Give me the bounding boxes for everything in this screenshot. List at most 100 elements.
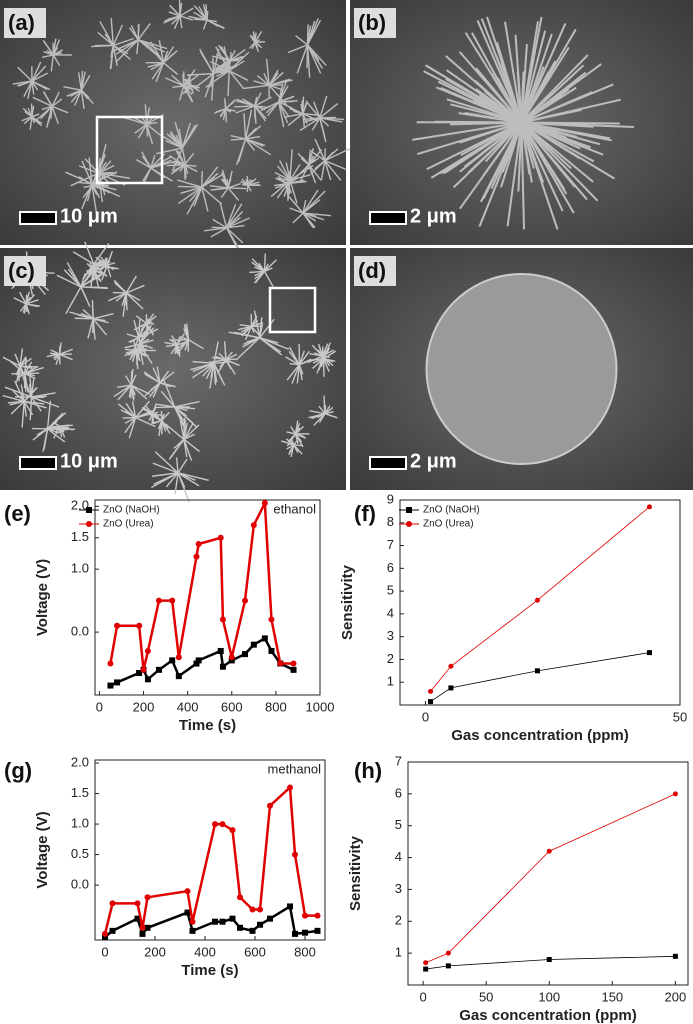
crystal [51, 105, 69, 114]
crystal [24, 358, 28, 374]
crystal [177, 185, 202, 188]
crystal [476, 20, 523, 123]
crystal [225, 108, 231, 113]
crystal [141, 151, 152, 169]
crystal [98, 172, 110, 184]
crystal [210, 227, 227, 238]
crystal [152, 462, 179, 474]
crystal [181, 124, 196, 149]
data-point [228, 654, 235, 661]
data-point [184, 888, 191, 895]
panel-label: (d) [358, 258, 386, 283]
data-point [287, 903, 293, 910]
crystal [130, 384, 151, 395]
crystal [82, 309, 94, 320]
crystal [95, 264, 108, 272]
crystal [520, 64, 585, 124]
crystal [152, 382, 161, 398]
crystal [184, 339, 190, 351]
x-tick-label: 800 [265, 699, 287, 714]
data-point [175, 673, 182, 680]
crystal [152, 411, 159, 415]
crystal [317, 349, 323, 357]
crystal [153, 472, 179, 485]
crystal [299, 358, 312, 366]
crystal [190, 84, 200, 92]
crystal [144, 104, 148, 125]
crystal [220, 178, 229, 189]
crystal [213, 362, 224, 382]
crystal [154, 451, 179, 474]
x-tick-label: 600 [244, 944, 266, 959]
crystal [235, 105, 255, 114]
crystal [302, 112, 321, 116]
crystal [137, 23, 151, 41]
label-box [354, 256, 396, 286]
crystal [106, 264, 112, 278]
crystal [81, 160, 93, 185]
crystal [298, 350, 310, 366]
crystal [183, 164, 187, 179]
crystal [201, 166, 219, 188]
crystal [177, 339, 189, 353]
legend-label: ZnO (Urea) [423, 519, 474, 530]
data-point [672, 791, 678, 797]
crystal [275, 177, 291, 181]
crystal [293, 444, 304, 447]
crystal [289, 149, 293, 181]
crystal [302, 212, 317, 217]
data-point [314, 912, 321, 919]
crystal [87, 318, 94, 339]
crystal [183, 74, 199, 87]
crystal [190, 362, 215, 371]
crystal [24, 372, 35, 377]
crystal [490, 72, 523, 124]
crystal [226, 224, 245, 229]
crystal [174, 406, 188, 412]
x-tick-label: 200 [665, 989, 687, 1004]
y-axis-label: Sensitivity [339, 564, 356, 640]
panel-label: (e) [4, 501, 31, 526]
crystal [179, 419, 185, 440]
crystal [289, 174, 311, 181]
crystal [41, 105, 53, 111]
data-point [268, 616, 275, 623]
crystal [156, 366, 161, 383]
crystal [161, 411, 170, 421]
crystal [138, 338, 150, 345]
crystal [165, 77, 184, 87]
crystal [137, 319, 141, 338]
series-line [109, 636, 295, 687]
plot-frame [94, 499, 321, 696]
crystal [302, 200, 307, 214]
data-point [195, 657, 202, 664]
crystal [256, 75, 270, 86]
crystal [130, 384, 148, 400]
crystal [293, 444, 300, 452]
crystal [520, 122, 525, 230]
crystal [458, 51, 523, 124]
data-point [237, 924, 243, 931]
crystal [290, 438, 295, 446]
crystal [21, 116, 33, 122]
crystal [219, 202, 228, 229]
crystal [130, 343, 140, 358]
crystal [245, 138, 256, 151]
crystal [19, 291, 27, 305]
crystal [181, 122, 192, 149]
crystal [151, 413, 155, 423]
crystal [112, 45, 118, 67]
crystal [486, 16, 523, 123]
crystal [254, 41, 266, 44]
crystal [265, 58, 270, 86]
crystal [318, 147, 326, 161]
crystal [106, 264, 114, 271]
x-tick-label: 200 [144, 944, 166, 959]
x-axis-label: Gas concentration (ppm) [459, 1007, 637, 1024]
data-point [277, 660, 284, 667]
data-point [292, 930, 298, 937]
data-point [134, 900, 141, 907]
y-axis-label: Sensitivity [347, 835, 364, 911]
data-point [175, 654, 182, 661]
crystal [199, 51, 215, 74]
